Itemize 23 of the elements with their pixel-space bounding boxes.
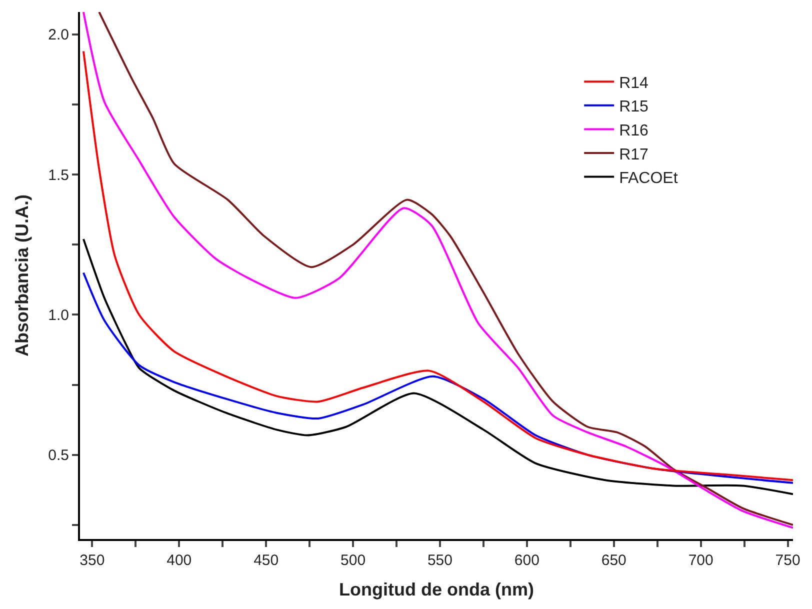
x-tick-label: 500 — [340, 552, 366, 569]
legend-label: R16 — [619, 122, 649, 140]
y-tick-label: 2.0 — [48, 26, 69, 44]
x-tick-label: 600 — [514, 552, 540, 569]
x-tick-label: 650 — [601, 552, 626, 569]
line-series — [82, 50, 793, 482]
x-tick-label: 700 — [688, 552, 714, 569]
legend-label: R15 — [619, 98, 649, 116]
line-series — [82, 272, 793, 484]
x-tick-label: 550 — [427, 552, 452, 569]
legend-label: R14 — [619, 74, 649, 92]
y-tick-label: 0.5 — [48, 447, 69, 464]
legend-label: FACOEt — [619, 170, 678, 188]
y-tick-label: 1.5 — [48, 166, 69, 184]
y-axis-title: Absorbancia (U.A.) — [12, 194, 32, 357]
legend-label: R17 — [619, 146, 649, 164]
x-tick-label: 450 — [254, 552, 279, 569]
x-tick-label: 750 — [775, 552, 800, 569]
y-tick-label: 1.0 — [48, 306, 69, 324]
x-tick-label: 350 — [80, 552, 105, 569]
x-tick-label: 400 — [166, 552, 192, 569]
line-series — [82, 238, 793, 496]
x-axis-title: Longitud de onda (nm) — [339, 580, 534, 600]
